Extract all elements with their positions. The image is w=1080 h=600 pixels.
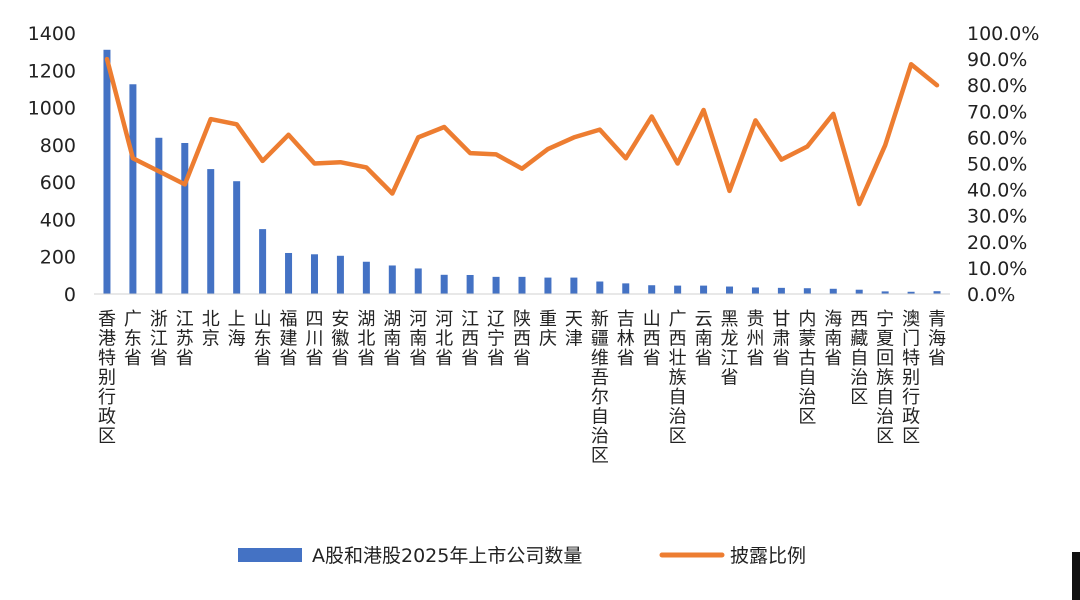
right-tick-label: 0.0% — [967, 284, 1015, 306]
bar — [362, 261, 370, 294]
category-label: 山西省 — [643, 309, 661, 369]
category-label: 四川省 — [305, 309, 323, 369]
bar — [259, 229, 267, 294]
bar — [751, 287, 759, 294]
bar-series — [103, 49, 941, 295]
corner-mark — [1072, 552, 1080, 600]
category-label: 广西壮族自治区 — [669, 309, 687, 447]
bar — [310, 254, 318, 294]
category-label: 湖北省 — [357, 309, 375, 369]
category-label: 陕西省 — [513, 309, 531, 369]
bar — [103, 49, 111, 295]
bar — [466, 274, 474, 294]
category-label: 广东省 — [124, 309, 142, 369]
left-tick-label: 0 — [64, 284, 76, 306]
category-label: 吉林省 — [617, 309, 635, 369]
right-tick-label: 70.0% — [967, 101, 1027, 123]
legend-line-label: 披露比例 — [730, 545, 806, 567]
left-tick-label: 1000 — [28, 98, 76, 120]
right-tick-label: 20.0% — [967, 232, 1027, 254]
category-label: 香港特别行政区 — [98, 309, 116, 447]
category-label: 云南省 — [695, 309, 713, 369]
bar — [726, 286, 734, 294]
category-label: 山东省 — [254, 309, 272, 369]
bar — [829, 288, 837, 294]
bar — [440, 274, 448, 294]
category-label: 天津 — [565, 309, 583, 350]
legend-bar-swatch — [238, 548, 302, 562]
bar — [933, 291, 941, 294]
bar — [674, 285, 682, 294]
bar — [492, 276, 500, 294]
bar — [336, 255, 344, 294]
category-label: 重庆 — [539, 309, 557, 350]
bar — [181, 142, 189, 294]
bar — [570, 277, 578, 294]
right-tick-label: 100.0% — [967, 23, 1039, 45]
category-label: 湖南省 — [383, 309, 401, 369]
right-tick-label: 80.0% — [967, 75, 1027, 97]
ratio-line — [104, 56, 940, 207]
right-tick-label: 50.0% — [967, 154, 1027, 176]
bar — [129, 84, 137, 295]
bar — [907, 291, 915, 294]
right-tick-label: 10.0% — [967, 258, 1027, 280]
bar — [155, 137, 163, 294]
category-label: 甘肃省 — [772, 309, 790, 369]
right-tick-label: 90.0% — [967, 49, 1027, 71]
category-label: 福建省 — [280, 309, 298, 369]
bar — [388, 265, 396, 294]
bar — [518, 276, 526, 294]
left-tick-label: 400 — [40, 209, 76, 231]
right-tick-label: 40.0% — [967, 180, 1027, 202]
right-tick-label: 30.0% — [967, 206, 1027, 228]
category-label: 河南省 — [409, 309, 427, 369]
category-label: 江苏省 — [176, 309, 194, 369]
category-label: 江西省 — [461, 309, 479, 369]
bar — [803, 288, 811, 294]
bar — [596, 281, 604, 294]
left-tick-label: 1400 — [28, 23, 76, 45]
category-label: 宁夏回族自治区 — [876, 309, 894, 447]
category-labels: 香港特别行政区广东省浙江省江苏省北京上海山东省福建省四川省安徽省湖北省湖南省河南… — [98, 309, 946, 467]
left-tick-label: 600 — [40, 172, 76, 194]
category-label: 内蒙古自治区 — [798, 309, 816, 428]
category-label: 澳门特别行政区 — [902, 309, 920, 447]
bar — [700, 285, 708, 294]
bar — [233, 181, 241, 294]
bar — [855, 289, 863, 294]
category-label: 黑龙江省 — [721, 309, 739, 389]
line-series — [104, 56, 940, 207]
bar — [777, 287, 785, 294]
left-tick-label: 1200 — [28, 60, 76, 82]
legend-bar-label: A股和港股2025年上市公司数量 — [312, 545, 582, 567]
legend: A股和港股2025年上市公司数量 披露比例 — [238, 545, 806, 567]
right-axis-ticks: 0.0% 10.0% 20.0% 30.0% 40.0% 50.0% 60.0% 70.0% 8… — [967, 23, 1039, 306]
category-label: 北京 — [202, 309, 220, 350]
category-label: 浙江省 — [150, 309, 168, 369]
category-label: 海南省 — [824, 309, 842, 369]
bar — [544, 277, 552, 294]
category-label: 河北省 — [435, 309, 453, 369]
bar — [414, 268, 422, 294]
bar — [622, 283, 630, 294]
category-label: 青海省 — [928, 309, 946, 369]
category-label: 贵州省 — [746, 309, 764, 369]
left-tick-label: 200 — [40, 247, 76, 269]
category-label: 安徽省 — [331, 309, 349, 369]
bar — [285, 252, 293, 294]
category-label: 上海 — [228, 309, 246, 350]
left-axis-ticks: 0 200 400 600 800 1000 1200 1400 — [28, 23, 76, 306]
category-label: 新疆维吾尔自治区 — [591, 309, 609, 467]
bar — [207, 169, 215, 294]
bar — [648, 285, 656, 294]
left-tick-label: 800 — [40, 135, 76, 157]
category-label: 辽宁省 — [487, 309, 505, 369]
category-label: 西藏自治区 — [850, 309, 868, 408]
right-tick-label: 60.0% — [967, 127, 1027, 149]
bar — [881, 291, 889, 294]
